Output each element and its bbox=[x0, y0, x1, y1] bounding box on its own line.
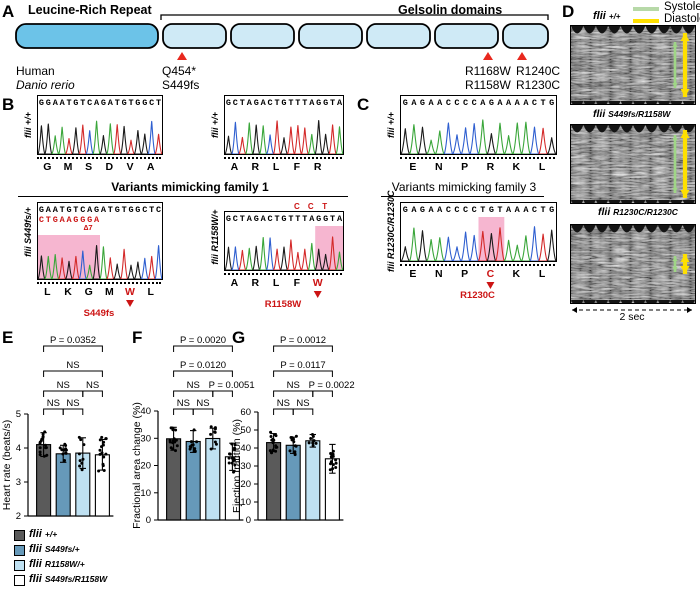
svg-text:NS: NS bbox=[66, 398, 79, 409]
svg-text:NS: NS bbox=[177, 398, 190, 409]
svg-text:NS: NS bbox=[296, 398, 309, 409]
svg-text:P = 0.0020: P = 0.0020 bbox=[180, 335, 226, 346]
svg-text:NS: NS bbox=[66, 360, 79, 371]
svg-text:NS: NS bbox=[47, 398, 60, 409]
svg-text:Heart rate (beats/s): Heart rate (beats/s) bbox=[1, 420, 13, 510]
svg-text:NS: NS bbox=[277, 398, 290, 409]
svg-text:NS: NS bbox=[196, 398, 209, 409]
svg-text:4: 4 bbox=[16, 443, 21, 454]
svg-text:Ejection fraction (%): Ejection fraction (%) bbox=[231, 419, 243, 513]
svg-text:2 sec: 2 sec bbox=[619, 311, 644, 321]
svg-text:P = 0.0352: P = 0.0352 bbox=[50, 335, 96, 346]
svg-text:Fractional area change (%): Fractional area change (%) bbox=[131, 402, 143, 529]
svg-text:2: 2 bbox=[16, 511, 21, 522]
svg-text:3: 3 bbox=[16, 477, 21, 488]
svg-text:5: 5 bbox=[16, 409, 21, 420]
svg-text:P = 0.0117: P = 0.0117 bbox=[280, 360, 325, 371]
svg-text:60: 60 bbox=[240, 407, 251, 418]
svg-text:0: 0 bbox=[246, 515, 251, 526]
svg-text:NS: NS bbox=[187, 380, 200, 391]
svg-text:P = 0.0120: P = 0.0120 bbox=[180, 360, 226, 371]
svg-text:NS: NS bbox=[86, 380, 99, 391]
svg-text:P = 0.0022: P = 0.0022 bbox=[309, 380, 355, 391]
svg-text:NS: NS bbox=[287, 380, 300, 391]
svg-text:NS: NS bbox=[57, 380, 70, 391]
svg-text:0: 0 bbox=[146, 515, 151, 526]
svg-text:P = 0.0012: P = 0.0012 bbox=[280, 335, 326, 346]
